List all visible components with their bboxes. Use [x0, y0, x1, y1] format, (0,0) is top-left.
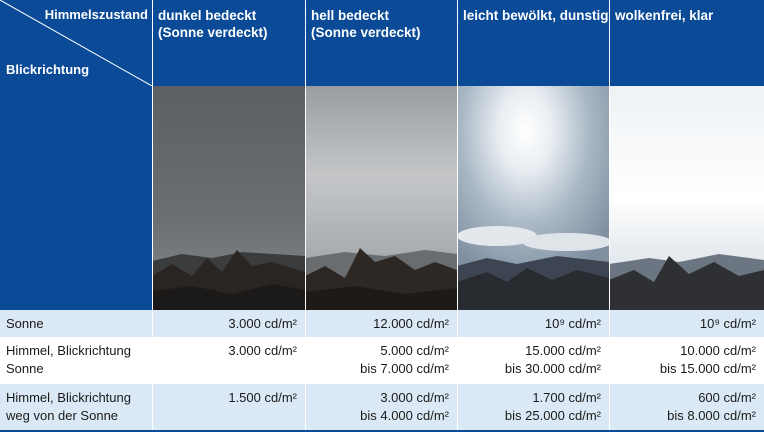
row-label-line: weg von der Sonne: [6, 408, 119, 423]
row-label-line: Sonne: [6, 316, 44, 331]
value-line: 1.700 cd/m²: [532, 390, 601, 405]
value-line: 1.500 cd/m²: [228, 390, 297, 405]
column-divider: [609, 0, 610, 431]
value-line: bis 8.000 cd/m²: [667, 408, 756, 423]
column-header-line: hell bedeckt: [311, 8, 390, 23]
corner-header-cell: Himmelszustand Blickrichtung: [0, 0, 152, 310]
value-cell: 10.000 cd/m² bis 15.000 cd/m²: [609, 337, 764, 384]
value-line: 10⁹ cd/m²: [699, 316, 756, 331]
value-cell: 3.000 cd/m²: [152, 337, 305, 384]
column-header-line: wolkenfrei, klar: [615, 8, 714, 23]
value-cell: 1.700 cd/m² bis 25.000 cd/m²: [457, 384, 609, 431]
table-row-sky-towards-sun: Himmel, Blickrichtung Sonne 3.000 cd/m² …: [0, 337, 764, 384]
table-bottom-rule: [0, 430, 764, 432]
value-cell: 600 cd/m² bis 8.000 cd/m²: [609, 384, 764, 431]
value-cell: 1.500 cd/m²: [152, 384, 305, 431]
value-line: bis 15.000 cd/m²: [659, 361, 756, 376]
value-line: 3.000 cd/m²: [228, 316, 297, 331]
column-header-line: (Sonne verdeckt): [158, 25, 268, 40]
value-cell: 10⁹ cd/m²: [609, 310, 764, 337]
value-line: 3.000 cd/m²: [228, 343, 297, 358]
value-line: bis 30.000 cd/m²: [504, 361, 601, 376]
row-label-line: Himmel, Blickrichtung: [6, 343, 131, 358]
view-direction-label: Blickrichtung: [6, 62, 90, 77]
photo-bright-overcast: [305, 86, 457, 310]
column-header-clear-sky: wolkenfrei, klar: [609, 0, 764, 86]
value-cell: 3.000 cd/m²: [152, 310, 305, 337]
column-header-light-cloudy: leicht bewölkt, dunstig: [457, 0, 609, 86]
value-line: 10.000 cd/m²: [680, 343, 756, 358]
photo-dark-overcast: [152, 86, 305, 310]
value-cell: 10⁹ cd/m²: [457, 310, 609, 337]
column-divider: [305, 0, 306, 431]
column-header-line: leicht bewölkt, dunstig: [463, 8, 609, 23]
row-label-line: Sonne: [6, 361, 44, 376]
column-header-dark-overcast: dunkel bedeckt (Sonne verdeckt): [152, 0, 305, 86]
value-cell: 5.000 cd/m² bis 7.000 cd/m²: [305, 337, 457, 384]
row-label-line: Himmel, Blickrichtung: [6, 390, 131, 405]
value-line: bis 4.000 cd/m²: [360, 408, 449, 423]
value-cell: 12.000 cd/m²: [305, 310, 457, 337]
table-row-sun: Sonne 3.000 cd/m² 12.000 cd/m² 10⁹ cd/m²…: [0, 310, 764, 337]
photo-light-cloudy-hazy: [457, 86, 609, 310]
value-line: 5.000 cd/m²: [380, 343, 449, 358]
row-label: Himmel, Blickrichtung weg von der Sonne: [0, 384, 152, 431]
table-row-sky-away-from-sun: Himmel, Blickrichtung weg von der Sonne …: [0, 384, 764, 431]
value-line: 15.000 cd/m²: [525, 343, 601, 358]
column-header-line: dunkel bedeckt: [158, 8, 257, 23]
value-line: bis 25.000 cd/m²: [504, 408, 601, 423]
value-line: 3.000 cd/m²: [380, 390, 449, 405]
corner-diagonal-line: [0, 0, 152, 86]
column-divider: [152, 0, 153, 431]
column-header-line: (Sonne verdeckt): [311, 25, 421, 40]
value-cell: 3.000 cd/m² bis 4.000 cd/m²: [305, 384, 457, 431]
value-line: bis 7.000 cd/m²: [360, 361, 449, 376]
value-line: 10⁹ cd/m²: [544, 316, 601, 331]
value-cell: 15.000 cd/m² bis 30.000 cd/m²: [457, 337, 609, 384]
value-line: 600 cd/m²: [698, 390, 756, 405]
sky-condition-label: Himmelszustand: [44, 7, 148, 22]
column-divider: [457, 0, 458, 431]
column-header-bright-overcast: hell bedeckt (Sonne verdeckt): [305, 0, 457, 86]
value-line: 12.000 cd/m²: [373, 316, 449, 331]
photo-clear-sky: [609, 86, 764, 310]
row-label: Himmel, Blickrichtung Sonne: [0, 337, 152, 384]
row-label: Sonne: [0, 310, 152, 337]
